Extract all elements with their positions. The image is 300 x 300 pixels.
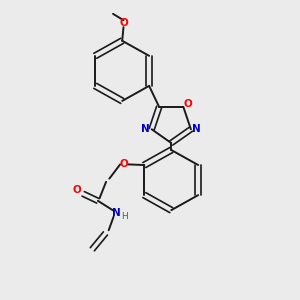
Text: O: O <box>73 185 82 195</box>
Text: N: N <box>141 124 150 134</box>
Text: O: O <box>120 159 128 170</box>
Text: O: O <box>184 99 193 110</box>
Text: O: O <box>119 18 128 28</box>
Text: N: N <box>192 124 201 134</box>
Text: N: N <box>112 208 121 218</box>
Text: H: H <box>121 212 128 221</box>
